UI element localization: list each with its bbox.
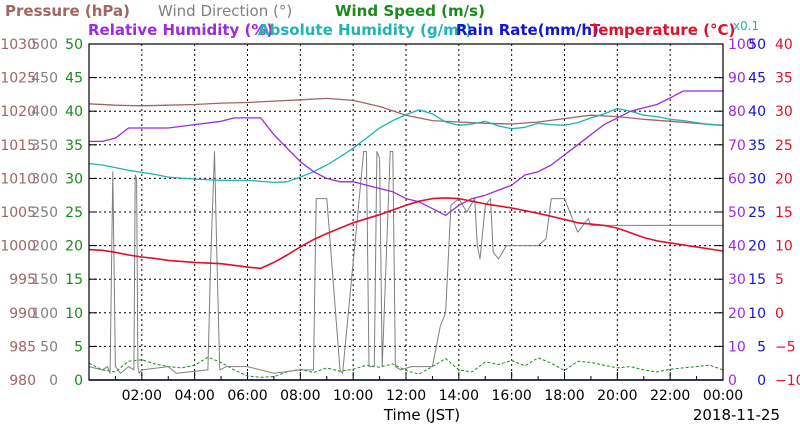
x-tick-label: 18:00 [544,388,584,404]
y-tick-label-temperature: −5 [775,339,796,355]
series-line-temperature [88,197,724,270]
y-tick-label-relative-humidity: 10 [728,339,746,355]
series-line-absolute-humidity [88,107,724,184]
y-tick-label-relative-humidity: 60 [728,171,746,187]
x-tick-label: 22:00 [650,388,690,404]
axes: 02:00 04:00 06:00 08:00 10:00 12:00 14:00 16:00… [0,37,800,404]
legend-relative-humidity: Relative Humidity (%) [88,21,273,39]
y-tick-label-pressure: 1020 [0,104,36,120]
x-tick-label: 02:00 [122,388,162,404]
y-tick-label-wind-speed: 10 [65,306,83,322]
y-tick-label-rain-rate: 5 [757,339,766,355]
plot-frame [88,43,724,381]
y-tick-label-pressure: 980 [9,373,36,389]
y-tick-label-wind-direction: 300 [31,171,58,187]
y-tick-label-wind-speed: 35 [65,138,83,154]
y-tick-label-temperature: 10 [775,239,793,255]
y-tick-label-rain-rate: 10 [748,306,766,322]
y-tick-label-wind-speed: 5 [74,339,83,355]
series-line-wind-direction [88,151,723,374]
y-tick-label-temperature: 25 [775,138,793,154]
y-tick-label-rain-rate: 45 [748,71,766,87]
y-tick-label-pressure: 1000 [0,239,36,255]
y-tick-label-relative-humidity: 20 [728,306,746,322]
x-tick-label: 20:00 [597,388,637,404]
y-tick-label-temperature: 40 [775,37,793,53]
y-tick-label-rain-rate: 15 [748,272,766,288]
y-tick-label-rain-rate: 40 [748,104,766,120]
y-tick-label-pressure: 1015 [0,138,36,154]
y-tick-label-wind-speed: 40 [65,104,83,120]
legend-wind-direction: Wind Direction (°) [158,2,292,20]
y-tick-label-temperature: 35 [775,71,793,87]
y-tick-label-relative-humidity: 100 [728,37,755,53]
y-tick-label-wind-direction: 200 [31,239,58,255]
y-tick-label-pressure: 1010 [0,171,36,187]
y-tick-label-pressure: 1030 [0,37,36,53]
y-tick-label-temperature: 15 [775,205,793,221]
y-tick-label-pressure: 995 [9,272,36,288]
y-tick-label-temperature: −10 [775,373,800,389]
y-tick-label-wind-direction: 150 [31,272,58,288]
y-tick-label-relative-humidity: 30 [728,272,746,288]
series [88,90,724,381]
x-tick-label: 04:00 [174,388,214,404]
y-tick-label-wind-direction: 500 [31,37,58,53]
y-tick-label-wind-direction: 350 [31,138,58,154]
x-tick-label: 00:00 [703,388,743,404]
x-tick-label: 10:00 [333,388,373,404]
y-tick-label-wind-direction: 100 [31,306,58,322]
y-tick-label-relative-humidity: 40 [728,239,746,255]
y-tick-label-relative-humidity: 80 [728,104,746,120]
y-tick-label-temperature: 30 [775,104,793,120]
y-tick-label-wind-speed: 25 [65,205,83,221]
x-tick-label: 08:00 [280,388,320,404]
y-tick-label-relative-humidity: 50 [728,205,746,221]
y-tick-label-wind-speed: 15 [65,272,83,288]
series-line-wind-speed [88,356,724,378]
y-tick-label-rain-rate: 50 [748,37,766,53]
y-tick-label-wind-speed: 50 [65,37,83,53]
y-tick-label-relative-humidity: 90 [728,71,746,87]
y-tick-label-wind-speed: 30 [65,171,83,187]
x-tick-label: 12:00 [386,388,426,404]
y-tick-label-temperature: 0 [775,306,784,322]
y-tick-label-temperature: 5 [775,272,784,288]
y-tick-label-rain-rate: 35 [748,138,766,154]
legend-pressure: Pressure (hPa) [5,2,130,20]
x-tick-label: 16:00 [491,388,531,404]
legend-rain-rate: Rain Rate(mm/h) [456,21,599,39]
x-axis-title: Time (JST) [383,406,460,424]
y-tick-label-rain-rate: 25 [748,205,766,221]
y-tick-label-wind-direction: 250 [31,205,58,221]
y-tick-label-relative-humidity: 70 [728,138,746,154]
grid [89,44,723,380]
y-tick-label-pressure: 985 [9,339,36,355]
legend: Pressure (hPa) Wind Direction (°) Wind S… [5,2,759,39]
legend-temperature: Temperature (°C) [590,21,735,39]
y-tick-label-wind-direction: 450 [31,71,58,87]
y-tick-label-pressure: 1005 [0,205,36,221]
y-tick-label-temperature: 20 [775,171,793,187]
y-tick-label-pressure: 990 [9,306,36,322]
y-tick-label-rain-rate: 0 [757,373,766,389]
y-tick-label-relative-humidity: 0 [728,373,737,389]
legend-wind-speed: Wind Speed (m/s) [335,2,485,20]
x-tick-label: 06:00 [227,388,267,404]
y-tick-label-wind-speed: 0 [74,373,83,389]
x-tick-label: 14:00 [439,388,479,404]
legend-absolute-humidity: Absolute Humidity (g/m³) [258,21,472,39]
date-label: 2018-11-25 [693,406,780,424]
y-tick-label-wind-direction: 0 [49,373,58,389]
y-tick-label-rain-rate: 20 [748,239,766,255]
y-tick-label-wind-speed: 45 [65,71,83,87]
y-tick-label-wind-direction: 50 [40,339,58,355]
y-tick-label-rain-rate: 30 [748,171,766,187]
y-tick-label-wind-speed: 20 [65,239,83,255]
legend-scale-note: x0.1 [733,19,759,33]
y-tick-label-wind-direction: 400 [31,104,58,120]
y-tick-label-pressure: 1025 [0,71,36,87]
